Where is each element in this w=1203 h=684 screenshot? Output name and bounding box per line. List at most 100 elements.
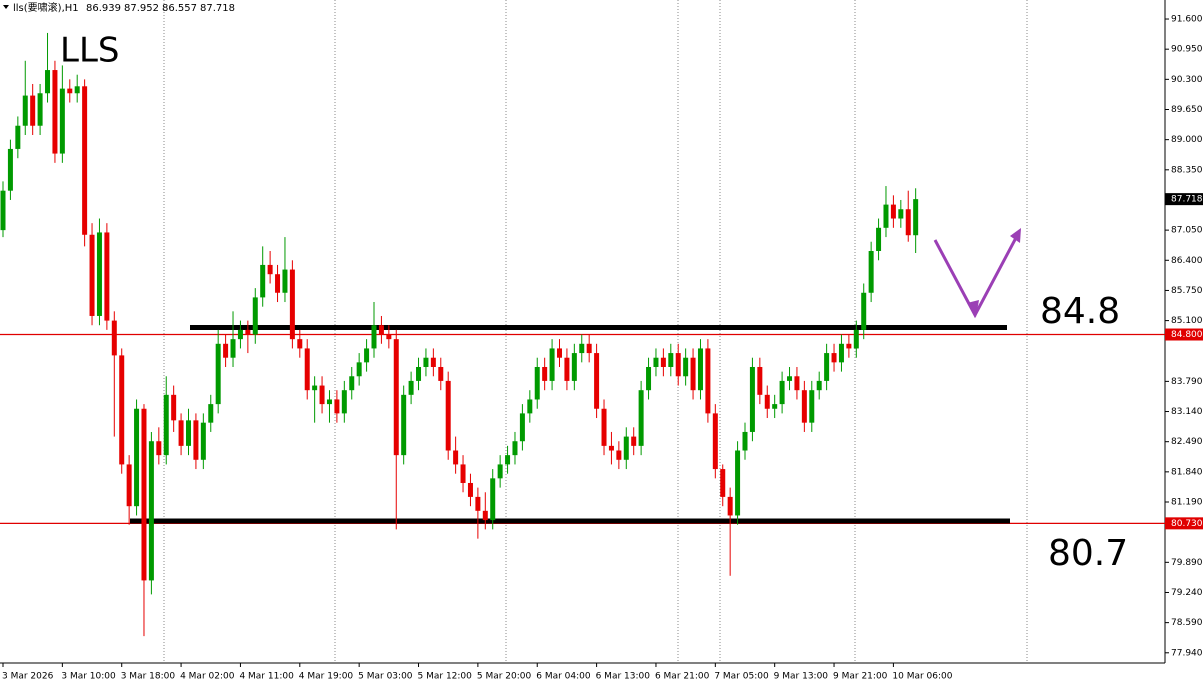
candle-body (96, 232, 102, 316)
candle-body (230, 339, 236, 358)
candle-body (727, 496, 733, 516)
candle-body (868, 251, 874, 293)
candle-body (482, 510, 488, 521)
candle-body (542, 366, 548, 381)
candle-body (690, 357, 696, 391)
candle-body (275, 274, 281, 293)
candle-body (171, 394, 177, 421)
candle-body (371, 325, 377, 349)
candle-body (37, 93, 43, 126)
candle-body (876, 227, 882, 252)
candle-body (423, 357, 429, 367)
candle-body (89, 234, 95, 316)
candle-body (416, 366, 422, 381)
candle-body (905, 209, 911, 236)
candle-body (126, 464, 132, 507)
candle-body (74, 86, 80, 94)
y-tick-label: 87.050 (1171, 226, 1203, 236)
header-value: 87.718 (200, 3, 235, 14)
x-tick-label: 9 Mar 13:00 (774, 672, 829, 682)
candle-body (245, 329, 251, 335)
last-price-tag (1165, 193, 1203, 206)
candle-body (675, 353, 681, 377)
candle-body (742, 431, 748, 451)
y-tick-label: 83.140 (1171, 407, 1203, 417)
x-tick-label: 5 Mar 03:00 (358, 672, 413, 682)
candle-body (364, 348, 370, 363)
candle-body (579, 343, 585, 354)
candle-body (505, 455, 511, 465)
candle-body (15, 125, 21, 149)
candle-body (178, 420, 184, 446)
candle-body (668, 353, 674, 367)
candle-body (601, 408, 607, 446)
candle-body (22, 95, 28, 126)
candle-body (30, 95, 36, 126)
candle-body (208, 404, 214, 423)
y-tick-label: 81.190 (1171, 498, 1203, 508)
candle-body (638, 390, 644, 446)
candle-body (186, 420, 191, 446)
candle-body (408, 380, 414, 395)
candle-body (460, 464, 466, 483)
candle-body (260, 264, 266, 298)
candle-body (586, 343, 592, 354)
candle-body (853, 329, 859, 349)
candle-body (838, 343, 844, 363)
y-tick-label: 89.000 (1171, 135, 1203, 145)
y-tick-label: 85.750 (1171, 286, 1203, 296)
candle-body (378, 325, 384, 335)
level-tag (1165, 328, 1203, 341)
symbol-label: lls(要啸滚),H1 (13, 1, 79, 14)
y-tick-label: 85.100 (1171, 316, 1203, 326)
candle-body (883, 204, 889, 228)
x-tick-label: 5 Mar 12:00 (418, 672, 473, 682)
candle-body (237, 329, 243, 340)
x-tick-label: 9 Mar 21:00 (833, 672, 888, 682)
x-tick-label: 7 Mar 05:00 (714, 672, 769, 682)
candle-body (809, 390, 815, 423)
candle-body (312, 385, 318, 391)
candle-body (831, 353, 837, 363)
candle-body (393, 339, 399, 456)
x-tick-label: 3 Mar 10:00 (61, 672, 116, 682)
candle-body (757, 366, 763, 395)
y-tick-label: 79.890 (1171, 558, 1203, 568)
candle-body (697, 348, 703, 391)
candle-body (401, 394, 407, 456)
y-tick-label: 82.490 (1171, 437, 1203, 447)
candle-body (824, 353, 830, 381)
candle-body (631, 436, 637, 446)
y-tick-label: 88.350 (1171, 165, 1203, 175)
candle-body (787, 376, 793, 381)
candle-body (549, 348, 555, 381)
x-tick-label: 4 Mar 19:00 (299, 672, 354, 682)
x-tick-label: 3 Mar 2026 (2, 672, 54, 682)
candle-body (608, 445, 614, 451)
candle-body (720, 469, 726, 497)
candle-body (82, 86, 88, 235)
annotation: 84.8 (1040, 291, 1120, 332)
x-tick-label: 4 Mar 02:00 (180, 672, 235, 682)
candle-body (764, 394, 770, 409)
candle-body (772, 404, 778, 409)
y-tick-label: 90.300 (1171, 75, 1203, 85)
candle-body (527, 399, 533, 414)
y-tick-label: 89.650 (1171, 105, 1203, 115)
level-tag-label: 80.730 (1171, 519, 1203, 529)
y-tick-label: 77.940 (1171, 648, 1203, 658)
candle-body (861, 292, 867, 330)
x-tick-label: 5 Mar 20:00 (477, 672, 532, 682)
y-tick-label: 79.240 (1171, 588, 1203, 598)
candle-body (215, 343, 221, 405)
candle-body (890, 204, 896, 219)
candle-body (453, 450, 459, 465)
candle-body (816, 380, 822, 391)
menu-icon (3, 5, 9, 9)
candle-body (349, 376, 355, 391)
candle-body (594, 353, 600, 409)
candle-body (356, 362, 362, 377)
y-tick-label: 78.590 (1171, 618, 1203, 628)
